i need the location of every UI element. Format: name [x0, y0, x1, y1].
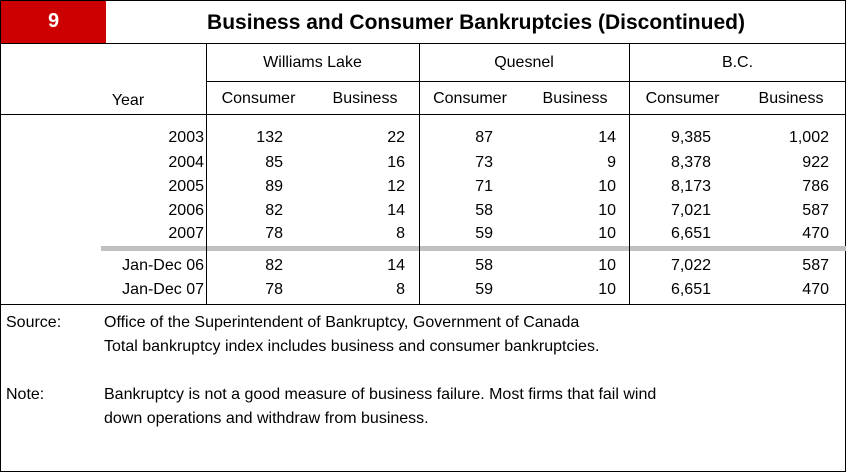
value-cell: 922 — [802, 154, 829, 171]
rule — [206, 81, 846, 82]
group-header: B.C. — [721, 54, 754, 71]
title: Business and Consumer Bankruptcies (Disc… — [207, 11, 745, 34]
value-cell: 82 — [265, 257, 283, 274]
value-cell: 7,022 — [670, 257, 711, 274]
value-cell: 10 — [598, 225, 616, 242]
value-cell: 87 — [475, 129, 493, 146]
value-cell: 82 — [265, 202, 283, 219]
year-cell: 2006 — [168, 202, 204, 219]
source-label: Source: — [6, 314, 62, 331]
value-cell: 85 — [265, 154, 283, 171]
value-cell: 132 — [256, 129, 283, 146]
table-number: 9 — [47, 10, 60, 32]
column-header: Business — [542, 90, 608, 107]
rule — [1, 304, 846, 305]
value-cell: 1,002 — [788, 129, 829, 146]
value-cell: 14 — [387, 257, 405, 274]
value-cell: 14 — [598, 129, 616, 146]
value-cell: 73 — [475, 154, 493, 171]
value-cell: 14 — [387, 202, 405, 219]
note-text: Bankruptcy is not a good measure of busi… — [104, 386, 657, 403]
number-box — [1, 1, 106, 43]
source-text: Total bankruptcy index includes business… — [104, 338, 600, 355]
value-cell: 59 — [475, 225, 493, 242]
rule — [1, 43, 846, 44]
value-cell: 8 — [396, 225, 405, 242]
year-cell: 2005 — [168, 178, 204, 195]
separator — [101, 246, 846, 251]
value-cell: 786 — [802, 178, 829, 195]
year-cell: 2004 — [168, 154, 204, 171]
column-header: Consumer — [645, 90, 720, 107]
value-cell: 59 — [475, 281, 493, 298]
value-cell: 470 — [802, 225, 829, 242]
value-cell: 9,385 — [670, 129, 711, 146]
value-cell: 587 — [802, 202, 829, 219]
value-cell: 10 — [598, 202, 616, 219]
year-cell: 2003 — [168, 129, 204, 146]
column-header: Consumer — [221, 90, 296, 107]
value-cell: 8,378 — [670, 154, 711, 171]
value-cell: 58 — [475, 202, 493, 219]
value-cell: 71 — [475, 178, 493, 195]
note-label: Note: — [6, 386, 45, 403]
value-cell: 89 — [265, 178, 283, 195]
year-header: Year — [111, 92, 145, 109]
value-cell: 12 — [387, 178, 405, 195]
rule — [206, 43, 207, 304]
source-text: Office of the Superintendent of Bankrupt… — [104, 314, 580, 331]
value-cell: 78 — [265, 225, 283, 242]
group-header: Williams Lake — [263, 54, 362, 71]
value-cell: 10 — [598, 178, 616, 195]
year-cell: Jan-Dec 06 — [122, 257, 204, 274]
value-cell: 587 — [802, 257, 829, 274]
value-cell: 22 — [387, 129, 405, 146]
rule — [1, 114, 846, 115]
group-header: Quesnel — [494, 54, 554, 71]
value-cell: 9 — [607, 154, 616, 171]
rule — [629, 43, 630, 304]
value-cell: 10 — [598, 257, 616, 274]
year-cell: Jan-Dec 07 — [122, 281, 204, 298]
year-cell: 2007 — [168, 225, 204, 242]
value-cell: 8 — [396, 281, 405, 298]
note-text: down operations and withdraw from busine… — [104, 410, 429, 427]
rule — [419, 43, 420, 304]
value-cell: 6,651 — [670, 225, 711, 242]
value-cell: 10 — [598, 281, 616, 298]
value-cell: 58 — [475, 257, 493, 274]
value-cell: 7,021 — [670, 202, 711, 219]
column-header: Consumer — [433, 90, 507, 107]
value-cell: 16 — [387, 154, 405, 171]
column-header: Business — [332, 90, 398, 107]
value-cell: 470 — [802, 281, 829, 298]
value-cell: 78 — [265, 281, 283, 298]
value-cell: 6,651 — [670, 281, 711, 298]
value-cell: 8,173 — [670, 178, 711, 195]
column-header: Business — [758, 90, 824, 107]
